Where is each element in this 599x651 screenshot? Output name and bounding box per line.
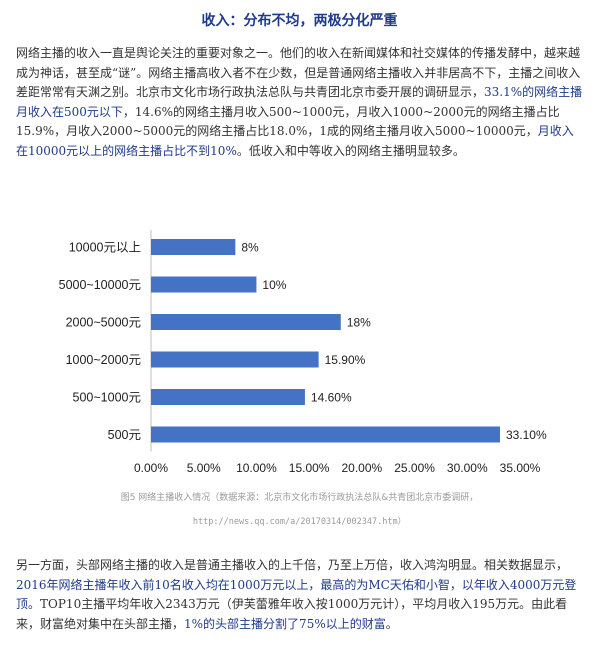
bar-value-label: 15.90% (325, 353, 366, 367)
category-label: 10000元以上 (69, 241, 141, 255)
outro-highlight: 1%的头部主播分割了75%以上的财富 (184, 616, 386, 631)
outro-text: 另一方面，头部网络主播的收入是普通主播收入的上千倍，乃至上万倍，收入鸿沟明显。相… (16, 558, 569, 572)
bar (151, 276, 257, 293)
intro-text: ，14.6%的网络主播月收入500~1000元，月收入1000~2000元的网络… (16, 104, 560, 139)
x-tick-label: 15.00% (289, 461, 330, 475)
x-tick-label: 35.00% (500, 461, 541, 475)
outro-highlight: 2016年网络主播年收入前10名收入均在1000万元以上，最高的为MC天佑和小智… (16, 577, 577, 612)
bar (151, 239, 236, 255)
bar-value-label: 18% (347, 316, 371, 330)
intro-text: 网络主播的收入一直是舆论关注的重要对象之一。他们的收入在新闻媒体和社交媒体的传播… (16, 46, 581, 99)
intro-highlight: 月收入在10000元以上的网络主播占比不到10% (16, 124, 574, 158)
bar (151, 351, 319, 368)
chart-svg: 10000元以上 8% 5000~10000元 10% 2000~5000元 18% 100… (59, 230, 547, 475)
bar (151, 426, 500, 443)
outro-text: 。TOP10主播平均年收入2343万元（伊芙蕾雅年收入按1000万元计），平均月… (16, 597, 568, 631)
category-label: 1000~2000元 (66, 353, 141, 367)
outro-paragraph: 另一方面，头部网络主播的收入是普通主播收入的上千倍，乃至上万倍，收入鸿沟明显。相… (16, 556, 584, 634)
bar-value-label: 10% (262, 278, 286, 292)
bar-value-label: 33.10% (506, 428, 547, 442)
x-tick-label: 25.00% (394, 461, 435, 475)
outro-text: 。 (385, 616, 398, 631)
bar-value-label: 8% (241, 241, 259, 255)
x-tick-label: 0.00% (134, 461, 168, 475)
bar-value-label: 14.60% (311, 391, 352, 405)
intro-text: 。低收入和中等收入的网络主播明显较多。 (236, 143, 465, 158)
x-tick-label: 30.00% (447, 461, 488, 475)
figure-caption: 图5 网络主播收入情况（数据来源：北京市文化市场行政执法总队&共青团北京市委调研… (120, 493, 479, 503)
intro-paragraph: 网络主播的收入一直是舆论关注的重要对象之一。他们的收入在新闻媒体和社交媒体的传播… (16, 44, 584, 161)
intro-highlight: 33.1%的网络主播月收入在500元以下 (16, 85, 583, 119)
section-title: 收入：分布不均，两极分化严重 (201, 13, 398, 29)
x-tick-label: 10.00% (236, 461, 277, 475)
bar (151, 314, 341, 330)
bar (151, 389, 305, 405)
category-label: 5000~10000元 (59, 278, 141, 292)
figure-source-link[interactable]: http://news.qq.com/a/20170314/002347.htm… (192, 517, 407, 527)
income-bar-chart: 10000元以上 8% 5000~10000元 10% 2000~5000元 18% 100… (0, 228, 599, 548)
x-tick-label: 20.00% (342, 461, 383, 475)
category-label: 2000~5000元 (66, 316, 141, 330)
category-label: 500~1000元 (73, 391, 141, 405)
category-label: 500元 (108, 428, 141, 442)
x-tick-label: 5.00% (187, 461, 221, 475)
